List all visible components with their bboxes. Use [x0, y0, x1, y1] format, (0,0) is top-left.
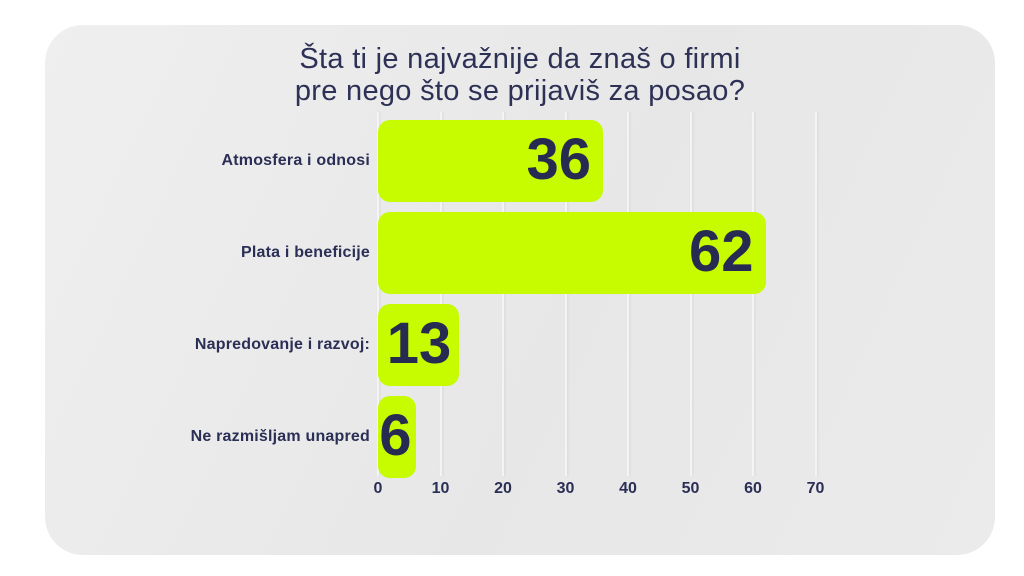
x-tick-label: 10	[431, 480, 450, 497]
x-tick-label: 60	[744, 480, 762, 497]
category-label: Ne razmišljam unapred	[190, 428, 370, 445]
gridline-40	[627, 112, 629, 476]
bar-chart-plot: Atmosfera i odnosi 36 Plata i beneficije 62…	[45, 25, 995, 555]
bar: 62	[378, 212, 766, 294]
x-tick-label: 70	[806, 480, 825, 497]
category-label: Plata i beneficije	[241, 244, 370, 261]
bar-value: 6	[379, 402, 412, 468]
gridline-70	[814, 112, 817, 476]
chart-title-line2: pre nego što se prijaviš za posao?	[294, 75, 746, 107]
x-tick-label: 20	[494, 480, 512, 497]
bar-value: 36	[526, 126, 591, 192]
x-tick-label: 30	[556, 480, 575, 497]
gridline-10	[439, 112, 442, 476]
bar-value: 62	[688, 218, 754, 284]
bar-row: Atmosfera i odnosi 36	[45, 120, 995, 202]
bar: 6	[378, 396, 416, 478]
bar: 13	[378, 304, 460, 386]
bar-row: Napredovanje i razvoj: 13	[45, 304, 995, 386]
x-tick-label: 40	[619, 480, 637, 497]
category-label: Napredovanje i razvoj:	[194, 336, 370, 353]
chart-card: Šta ti je najvažnije da znaš o firmi pre…	[45, 25, 995, 555]
chart-title-line1: Šta ti je najvažnije da znaš o firmi	[299, 43, 741, 75]
gridline-30	[564, 112, 567, 476]
gridline-20	[502, 112, 504, 476]
chart-title: Šta ti je najvažnije da znaš o firmi pre…	[45, 43, 995, 107]
bar-row: Ne razmišljam unapred 6	[45, 396, 995, 478]
gridline-50	[689, 112, 692, 476]
gridline-60	[752, 112, 754, 476]
x-tick-label: 0	[373, 480, 383, 497]
x-tick-label: 50	[681, 480, 700, 497]
bar-value: 13	[386, 310, 452, 376]
gridline-0	[377, 112, 379, 476]
bar: 36	[378, 120, 603, 202]
bar-row: Plata i beneficije 62	[45, 212, 995, 294]
category-label: Atmosfera i odnosi	[221, 152, 370, 169]
